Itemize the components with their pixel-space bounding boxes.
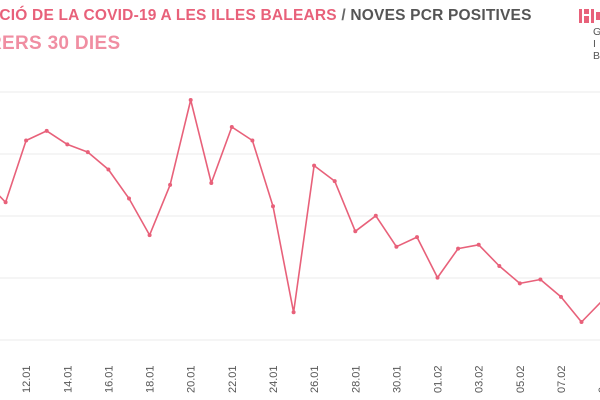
x-tick-label: 18.01 — [145, 365, 157, 393]
data-point — [24, 138, 29, 143]
data-point — [147, 233, 152, 238]
govern-logo: G I B — [578, 6, 600, 60]
data-point — [271, 204, 275, 209]
x-tick-label: 03.02 — [474, 365, 486, 393]
x-tick-label: 07.02 — [556, 365, 568, 393]
logo-letter: I — [593, 38, 596, 50]
data-point — [3, 200, 8, 205]
data-point — [435, 275, 440, 280]
data-point — [476, 242, 481, 247]
title-separator: / — [341, 7, 346, 24]
series-line-pcr-positives — [0, 99, 600, 323]
data-point — [353, 229, 358, 234]
data-point — [456, 246, 461, 251]
x-tick-label: 14.01 — [62, 365, 74, 393]
data-point — [332, 179, 337, 184]
data-point — [291, 310, 296, 315]
logo-letter: B — [593, 50, 600, 60]
data-point — [168, 182, 173, 187]
data-point — [229, 125, 234, 129]
x-tick-label: 22.01 — [227, 365, 239, 393]
data-point — [44, 128, 49, 133]
data-point — [250, 138, 255, 143]
logo-mark-icon — [579, 9, 600, 23]
data-point — [209, 181, 214, 185]
x-tick-label: 20.01 — [186, 365, 198, 393]
x-tick-label: 26.01 — [309, 365, 321, 393]
x-axis-tick-labels: 112.0114.0116.0118.0120.0122.0124.0126.0… — [21, 365, 600, 393]
grid-lines — [0, 91, 600, 341]
x-tick-label: 24.01 — [268, 365, 280, 393]
data-point — [497, 264, 502, 268]
data-point — [373, 213, 378, 218]
chart-subtitle: RERS 30 DIES — [0, 33, 121, 54]
x-tick-label: 12.01 — [21, 365, 33, 393]
logo-text: G I B — [593, 26, 600, 60]
data-point — [85, 150, 90, 155]
data-point — [127, 196, 131, 201]
x-tick-label: 05.02 — [515, 365, 527, 393]
title-main: UCIÓ DE LA COVID-19 A LES ILLES BALEARS — [0, 7, 337, 24]
chart-header: UCIÓ DE LA COVID-19 A LES ILLES BALEARS … — [0, 0, 600, 70]
data-point — [394, 244, 399, 249]
x-tick-label: 30.01 — [391, 365, 403, 393]
data-point — [517, 281, 522, 286]
logo-letter: G — [593, 26, 600, 38]
x-tick-label: 0 — [597, 387, 600, 393]
chart-title: UCIÓ DE LA COVID-19 A LES ILLES BALEARS … — [0, 7, 532, 25]
data-point — [312, 163, 317, 168]
data-point — [65, 142, 70, 147]
data-point — [188, 98, 193, 102]
data-points — [3, 98, 584, 324]
data-point — [579, 320, 584, 324]
x-tick-label: 01.02 — [433, 365, 445, 393]
title-metric: NOVES PCR POSITIVES — [350, 7, 532, 24]
data-point — [559, 294, 563, 299]
data-point — [106, 167, 111, 172]
x-tick-label: 16.01 — [103, 365, 115, 393]
x-tick-label: 28.01 — [350, 365, 362, 393]
data-point — [415, 235, 419, 240]
data-point — [538, 277, 543, 282]
